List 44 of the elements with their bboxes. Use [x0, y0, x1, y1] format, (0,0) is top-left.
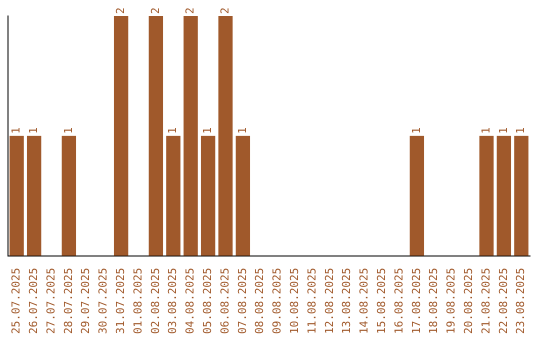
data-label: 1 [514, 127, 528, 134]
data-label: 1 [62, 127, 75, 134]
x-tick-label: 16.08.2025 [392, 268, 406, 334]
data-label: 1 [496, 127, 510, 134]
x-tick-label: 09.08.2025 [270, 268, 284, 334]
x-tick-label: 15.08.2025 [374, 268, 388, 334]
data-label: 1 [236, 127, 249, 134]
data-label: 2 [114, 7, 127, 14]
data-label: 1 [166, 127, 180, 134]
x-tick-label: 20.08.2025 [462, 268, 475, 334]
data-label: 1 [410, 127, 423, 134]
data-label: 2 [148, 7, 162, 14]
x-tick-label: 03.08.2025 [166, 268, 180, 334]
x-tick-label: 31.07.2025 [114, 268, 127, 334]
data-label: 1 [479, 127, 492, 134]
x-tick-label: 02.08.2025 [148, 268, 162, 334]
x-tick-label: 11.08.2025 [305, 268, 318, 334]
x-tick-label: 28.07.2025 [62, 268, 75, 334]
x-tick-label: 23.08.2025 [514, 268, 528, 334]
x-tick-label: 29.07.2025 [79, 268, 92, 334]
x-tick-label: 07.08.2025 [236, 268, 249, 334]
x-tick-label: 01.08.2025 [131, 268, 144, 334]
x-tick-label: 22.08.2025 [496, 268, 510, 334]
x-tick-label: 10.08.2025 [288, 268, 301, 334]
x-tick-label: 05.08.2025 [200, 268, 214, 334]
x-tick-label: 13.08.2025 [340, 268, 354, 334]
x-tick-label: 18.08.2025 [427, 268, 440, 334]
x-tick-label: 12.08.2025 [322, 268, 336, 334]
x-tick-label: 17.08.2025 [410, 268, 423, 334]
x-tick-label: 06.08.2025 [218, 268, 232, 334]
data-label: 1 [26, 127, 40, 134]
x-tick-label: 27.07.2025 [44, 268, 58, 334]
data-label: 1 [10, 127, 23, 134]
x-tick-label: 04.08.2025 [184, 268, 197, 334]
x-tick-label: 21.08.2025 [479, 268, 492, 334]
data-label: 1 [200, 127, 214, 134]
x-tick-label: 25.07.2025 [10, 268, 23, 334]
x-tick-label: 19.08.2025 [444, 268, 458, 334]
data-label: 2 [218, 7, 232, 14]
x-tick-label: 08.08.2025 [253, 268, 266, 334]
data-label: 2 [184, 7, 197, 14]
x-tick-label: 14.08.2025 [358, 268, 371, 334]
x-tick-label: 30.07.2025 [96, 268, 110, 334]
x-tick-label: 26.07.2025 [26, 268, 40, 334]
